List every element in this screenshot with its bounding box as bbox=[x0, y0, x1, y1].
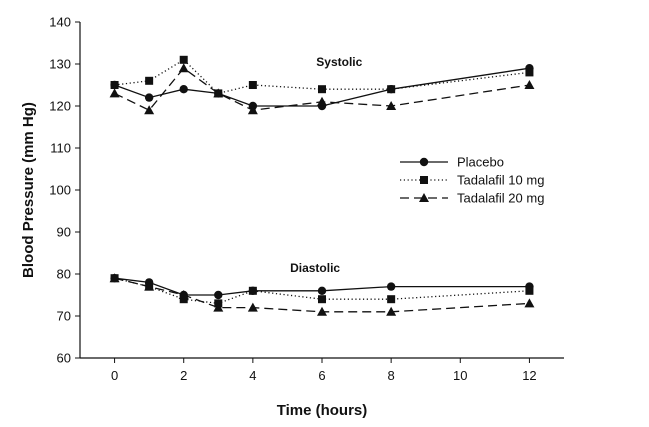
x-tick-label: 10 bbox=[453, 368, 467, 383]
systolic-tadalafil-10-mg-point-square bbox=[248, 81, 257, 89]
legend-item-tadalafil-20-mg: Tadalafil 20 mg bbox=[400, 191, 544, 206]
x-axis-title: Time (hours) bbox=[277, 402, 368, 419]
legend-label: Placebo bbox=[457, 155, 504, 170]
y-tick-label: 130 bbox=[49, 57, 71, 72]
series-line-diastolic-placebo bbox=[114, 277, 530, 296]
systolic-tadalafil-20-mg-point-triangle bbox=[144, 105, 155, 115]
legend-item-tadalafil-10-mg: Tadalafil 10 mg bbox=[400, 173, 544, 188]
diastolic-tadalafil-10-mg-point-square bbox=[179, 295, 188, 304]
x-tick-label: 12 bbox=[522, 368, 536, 383]
diastolic-tadalafil-20-mg-point-triangle bbox=[317, 306, 327, 316]
diastolic-tadalafil-20-mg-point-triangle bbox=[524, 298, 535, 308]
diastolic-tadalafil-20-mg-point-triangle bbox=[178, 290, 189, 299]
legend-item-placebo: Placebo bbox=[400, 155, 504, 170]
systolic-tadalafil-20-mg-point-triangle bbox=[247, 105, 258, 115]
x-tick-label: 8 bbox=[388, 368, 395, 383]
legend-point-circle bbox=[419, 157, 429, 167]
x-tick-label: 4 bbox=[249, 368, 256, 383]
systolic-placebo-point-circle bbox=[179, 85, 188, 94]
systolic-tadalafil-20-mg-point-triangle bbox=[109, 88, 120, 98]
series-line-systolic-tadalafil-10-mg bbox=[114, 58, 530, 95]
diastolic-placebo-point-circle bbox=[386, 282, 396, 291]
series-line-diastolic-tadalafil-10-mg bbox=[114, 277, 530, 305]
diastolic-tadalafil-10-mg-point-square bbox=[248, 286, 257, 295]
series-diastolic-tadalafil-20-mg bbox=[109, 273, 535, 316]
annotation-systolic: Systolic bbox=[316, 55, 362, 69]
y-tick-label: 70 bbox=[57, 309, 71, 324]
series-line-systolic-tadalafil-20-mg bbox=[114, 67, 530, 112]
x-tick-label: 2 bbox=[180, 368, 187, 383]
diastolic-tadalafil-20-mg-point-triangle bbox=[247, 302, 258, 312]
systolic-tadalafil-10-mg-point-square bbox=[179, 55, 188, 64]
systolic-tadalafil-10-mg-point-square bbox=[145, 76, 154, 85]
systolic-tadalafil-20-mg-point-triangle bbox=[386, 101, 397, 110]
diastolic-tadalafil-20-mg-point-triangle bbox=[109, 273, 120, 283]
y-tick-label: 90 bbox=[57, 225, 71, 240]
y-tick-label: 60 bbox=[57, 351, 71, 366]
annotation-diastolic: Diastolic bbox=[290, 261, 340, 275]
x-tick-label: 0 bbox=[111, 368, 118, 383]
diastolic-tadalafil-10-mg-point-square bbox=[525, 286, 534, 295]
y-tick-label: 80 bbox=[57, 267, 71, 282]
series-line-systolic-placebo bbox=[114, 67, 530, 107]
legend: Placebo Tadalafil 10 mg Tadalafil 20 mg bbox=[400, 155, 544, 206]
diastolic-tadalafil-20-mg-point-triangle bbox=[386, 306, 397, 316]
systolic-tadalafil-10-mg-point-square bbox=[387, 85, 396, 94]
annotations: Systolic Diastolic bbox=[290, 55, 363, 275]
diastolic-tadalafil-20-mg-point-triangle bbox=[213, 302, 224, 312]
diastolic-tadalafil-10-mg-point-square bbox=[318, 295, 326, 304]
x-tick-label: 6 bbox=[318, 368, 325, 383]
y-tick-label: 110 bbox=[50, 141, 71, 156]
series-systolic-tadalafil-20-mg bbox=[109, 63, 535, 115]
diastolic-placebo-point-circle bbox=[214, 290, 223, 300]
series-layer bbox=[109, 55, 535, 316]
systolic-placebo-point-circle bbox=[144, 93, 154, 102]
systolic-tadalafil-10-mg-point-square bbox=[318, 85, 326, 94]
systolic-tadalafil-10-mg-point-square bbox=[110, 81, 119, 89]
y-tick-label: 120 bbox=[49, 99, 71, 114]
legend-label: Tadalafil 20 mg bbox=[457, 191, 544, 206]
systolic-tadalafil-10-mg-point-square bbox=[525, 68, 534, 77]
series-line-diastolic-tadalafil-20-mg bbox=[114, 277, 530, 313]
y-axis-title: Blood Pressure (mm Hg) bbox=[20, 102, 37, 278]
legend-point-square bbox=[420, 176, 428, 184]
diastolic-tadalafil-10-mg-point-square bbox=[387, 295, 396, 304]
legend-label: Tadalafil 10 mg bbox=[457, 173, 544, 188]
diastolic-tadalafil-20-mg-point-triangle bbox=[144, 281, 155, 291]
systolic-tadalafil-20-mg-point-triangle bbox=[178, 63, 189, 73]
systolic-tadalafil-20-mg-point-triangle bbox=[213, 88, 224, 98]
y-tick-label: 140 bbox=[49, 15, 71, 30]
systolic-tadalafil-20-mg-point-triangle bbox=[524, 80, 535, 89]
diastolic-placebo-point-circle bbox=[317, 286, 327, 295]
axes: 60 70 80 90 100 110 120 130 140 0 2 4 6 8 10 12 bbox=[49, 15, 564, 383]
y-tick-label: 100 bbox=[49, 183, 71, 198]
legend-point-triangle bbox=[419, 193, 429, 202]
systolic-tadalafil-20-mg-point-triangle bbox=[317, 96, 327, 106]
